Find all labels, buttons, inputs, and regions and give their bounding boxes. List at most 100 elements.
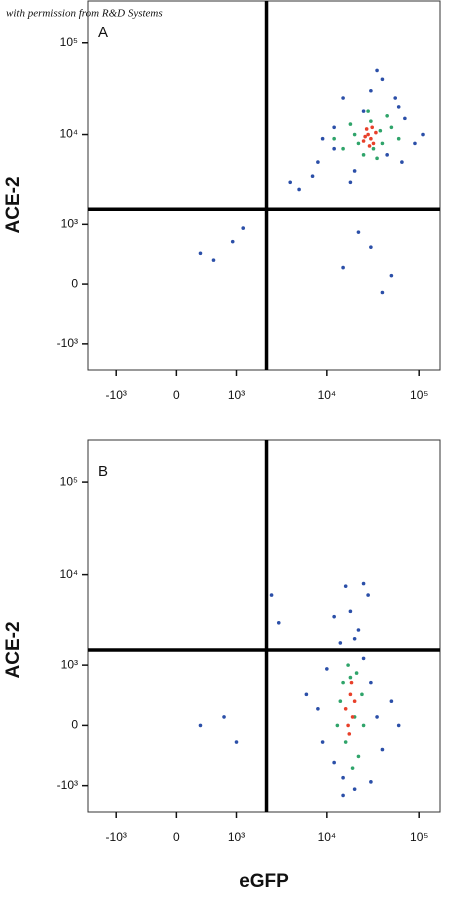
event-dot: [352, 169, 357, 173]
event-dot: [350, 766, 355, 770]
event-dot: [361, 723, 366, 728]
event-dot: [369, 136, 373, 141]
event-dot: [385, 153, 389, 157]
y-tick-label: 10³: [61, 216, 78, 230]
y-axis-label: ACE-2: [3, 621, 24, 678]
plot-frame: [87, 439, 441, 813]
event-dot: [325, 667, 329, 671]
event-dot: [393, 96, 398, 100]
y-tick-label: 0: [71, 718, 78, 732]
event-dot: [222, 715, 226, 719]
event-dot: [366, 109, 370, 113]
x-tick-label: 0: [173, 388, 180, 402]
event-dot: [348, 692, 353, 697]
event-dot: [341, 265, 345, 270]
event-dot: [361, 109, 366, 113]
event-dot: [367, 144, 372, 148]
event-dot: [346, 663, 350, 667]
event-dot: [389, 125, 394, 130]
event-dot: [396, 723, 401, 728]
x-tick-label: 0: [173, 830, 180, 844]
event-dot: [380, 77, 385, 82]
event-dot: [354, 671, 359, 675]
watermark: with permission from R&D Systems: [6, 8, 163, 20]
event-dot: [343, 740, 348, 744]
event-dot: [356, 754, 361, 759]
x-tick-label: 10⁵: [410, 830, 428, 844]
event-dot: [269, 593, 274, 597]
event-dot: [350, 715, 355, 719]
plot-frame: [87, 0, 441, 371]
event-dot: [335, 723, 340, 728]
event-dot: [369, 88, 373, 93]
event-dot: [230, 239, 235, 244]
event-dot: [369, 119, 373, 123]
event-dot: [234, 740, 239, 744]
event-dot: [385, 114, 389, 118]
event-dot: [361, 656, 366, 661]
event-dot: [360, 692, 364, 697]
event-dot: [378, 128, 383, 133]
event-dot: [366, 593, 370, 597]
event-dot: [352, 636, 357, 641]
event-dot: [380, 747, 385, 752]
event-dot: [421, 132, 425, 137]
x-tick-label: -10³: [106, 830, 127, 844]
x-tick-label: -10³: [106, 388, 127, 402]
event-dot: [343, 706, 348, 711]
event-dot: [389, 699, 394, 704]
event-dot: [356, 628, 361, 632]
event-dot: [348, 675, 353, 680]
event-dot: [347, 732, 352, 736]
y-tick-label: 10⁵: [60, 35, 78, 49]
event-dot: [369, 780, 373, 784]
event-dot: [341, 793, 345, 798]
event-dot: [375, 68, 379, 73]
event-dot: [369, 680, 373, 685]
event-dot: [396, 105, 401, 109]
event-dot: [356, 230, 361, 234]
x-tick-label: 10⁴: [318, 830, 337, 844]
event-dot: [348, 180, 353, 185]
x-tick-label: 10⁴: [318, 388, 337, 402]
event-dot: [198, 251, 203, 256]
y-tick-label: -10³: [57, 778, 78, 792]
event-dot: [361, 153, 366, 157]
event-dot: [413, 141, 417, 146]
event-dot: [366, 132, 370, 137]
event-dot: [374, 130, 378, 135]
event-dot: [343, 584, 348, 588]
event-dot: [389, 273, 394, 278]
event-dot: [375, 156, 379, 161]
event-dot: [352, 132, 357, 137]
event-dot: [338, 699, 343, 704]
event-dot: [375, 715, 379, 719]
event-dot: [332, 614, 336, 619]
event-dot: [198, 723, 203, 728]
event-dot: [211, 258, 216, 262]
event-dot: [380, 141, 385, 146]
event-dot: [304, 692, 309, 697]
event-dot: [341, 96, 345, 100]
event-dot: [241, 226, 246, 230]
event-dot: [341, 775, 345, 780]
x-axis-label: eGFP: [239, 871, 289, 892]
x-tick-label: 10³: [228, 830, 245, 844]
event-dot: [310, 174, 315, 179]
event-dot: [348, 122, 353, 126]
y-axis-label: ACE-2: [3, 176, 24, 233]
event-dot: [332, 125, 336, 130]
event-dot: [370, 125, 375, 130]
y-tick-label: 10⁵: [60, 474, 78, 488]
y-tick-label: 10⁴: [59, 127, 78, 141]
event-dot: [348, 609, 353, 614]
event-dot: [349, 680, 354, 685]
event-dot: [341, 146, 345, 151]
event-dot: [363, 134, 367, 139]
event-dot: [400, 160, 404, 164]
event-dot: [320, 136, 325, 141]
x-tick-label: 10⁵: [410, 388, 428, 402]
event-dot: [276, 620, 281, 625]
y-tick-label: 10⁴: [59, 567, 78, 581]
